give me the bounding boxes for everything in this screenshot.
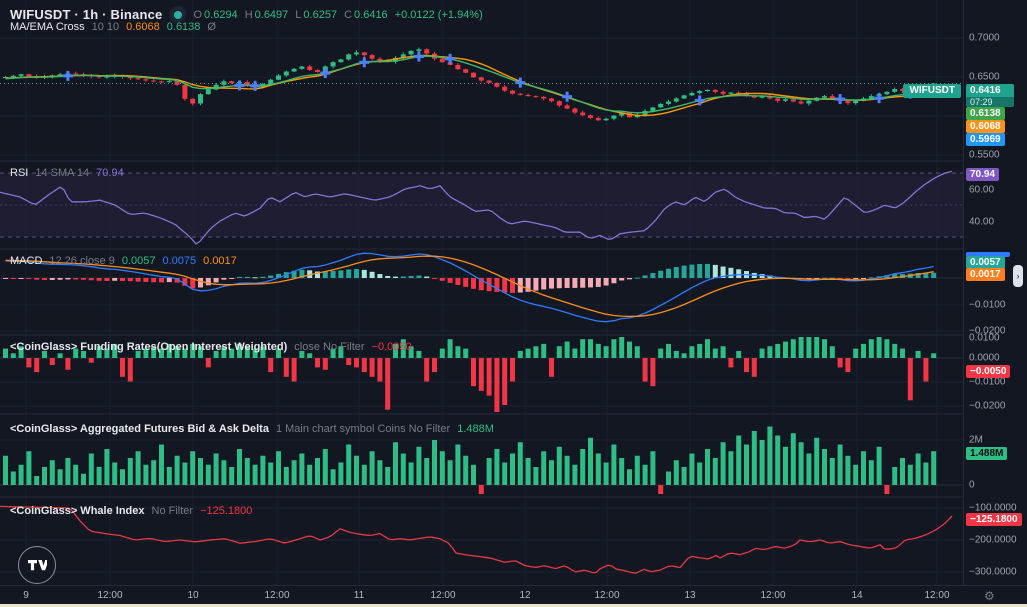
scale-badge: 0.5969 [966, 133, 1005, 146]
time-label: 12:00 [924, 590, 950, 601]
chart-canvas[interactable] [0, 0, 963, 585]
indicator-header-segment: <CoinGlass> Funding Rates(Open Interest … [10, 341, 288, 353]
time-label: 14 [851, 590, 863, 601]
scale-label: 2M [969, 434, 983, 446]
time-label: 12 [519, 590, 531, 601]
scale-badge: 0.6068 [966, 120, 1005, 133]
indicator-header-ma[interactable]: MA/EMA Cross 10 10 0.6068 0.6138 Ø [10, 21, 216, 33]
time-label: 12:00 [760, 590, 786, 601]
scale-badge: 0.6138 [966, 107, 1005, 120]
indicator-header-rsi[interactable]: RSI 14 SMA 14 70.94 [10, 167, 124, 179]
indicator-header-segment: 0.6068 [126, 21, 160, 33]
scale-badge: −0.0050 [966, 365, 1011, 378]
axis-settings-gear-icon[interactable]: ⚙ [984, 589, 995, 603]
time-label: 12:00 [97, 590, 123, 601]
time-label: 10 [187, 590, 199, 601]
indicator-header-segment: 0.0017 [203, 255, 237, 267]
scale-label: −0.0100 [969, 299, 1006, 311]
ohlc-close: C 0.6416 [344, 8, 388, 21]
ohlc-high: H 0.6497 [244, 8, 289, 21]
tradingview-logo[interactable] [18, 546, 56, 584]
indicator-header-segment: MACD [10, 255, 43, 267]
indicator-header-segment: Ø [207, 21, 216, 33]
indicator-header-delta[interactable]: <CoinGlass> Aggregated Futures Bid & Ask… [10, 423, 494, 435]
scale-badge: 1.488M [966, 447, 1008, 460]
symbol-header[interactable]: WIFUSDT · 1h · Binance O 0.6294 H 0.6497 L… [10, 6, 483, 23]
time-label: 12:00 [264, 590, 290, 601]
time-label: 12:00 [430, 590, 456, 601]
bar-countdown: 07:29 [966, 97, 1014, 107]
scale-badge: 0.0017 [966, 268, 1005, 281]
indicator-header-segment: <CoinGlass> Aggregated Futures Bid & Ask… [10, 423, 269, 435]
indicator-header-segment: 1 Main chart symbol Coins No Filter [275, 423, 451, 435]
indicator-header-segment: 0.0075 [162, 255, 197, 267]
indicator-header-segment: MA/EMA Cross [10, 21, 85, 33]
price-scale[interactable]: 0.6416 07:29 0.7000 0.6500 0.5500 60.00 40.0… [963, 0, 1027, 585]
status-dot [173, 10, 182, 19]
scale-label: 0.0000 [969, 352, 1000, 364]
scale-badge: 70.94 [966, 168, 1000, 181]
scale-badge: −125.1800 [966, 513, 1022, 526]
indicator-header-segment: 70.94 [96, 167, 124, 179]
scale-label: −0.0100 [969, 376, 1006, 388]
time-label: 11 [353, 590, 365, 601]
scale-label: −0.0200 [969, 325, 1006, 337]
scale-label: −0.0200 [969, 400, 1006, 412]
scale-label: 0.5500 [969, 149, 1000, 161]
scale-label: 0.0100 [969, 332, 1000, 344]
scale-label: 40.00 [969, 216, 995, 228]
scale-collapse-button[interactable]: › [1013, 265, 1023, 287]
scale-label: 60.00 [969, 184, 995, 196]
scale-label: −200.0000 [969, 534, 1017, 546]
indicator-header-whale[interactable]: <CoinGlass> Whale Index No Filter −125.180… [10, 505, 252, 517]
indicator-header-segment: 10 10 [91, 21, 120, 33]
indicator-header-segment: −0.0050 [371, 341, 412, 353]
market-status-icon[interactable] [169, 6, 187, 23]
scale-badge: 0.0057 [966, 256, 1005, 269]
indicator-header-segment: 12 26 close 9 [49, 255, 115, 267]
indicator-header-segment: close No Filter [294, 341, 365, 353]
time-label: 13 [684, 590, 696, 601]
scale-label: −300.0000 [969, 566, 1017, 578]
price-change: +0.0122 (+1.94%) [394, 8, 483, 21]
indicator-header-segment: −125.1800 [200, 505, 253, 517]
scale-label: 0.6500 [969, 71, 1000, 83]
scale-label: 0 [969, 479, 975, 491]
indicator-header-segment: 0.0057 [121, 255, 156, 267]
indicator-header-segment: 14 SMA 14 [35, 167, 90, 179]
indicator-header-segment: RSI [10, 167, 29, 179]
indicator-header-funding[interactable]: <CoinGlass> Funding Rates(Open Interest … [10, 341, 412, 353]
ohlc-open: O 0.6294 [193, 8, 238, 21]
indicator-header-segment: <CoinGlass> Whale Index [10, 505, 145, 517]
window-edge [0, 604, 1027, 607]
last-price: 0.6416 [970, 85, 1001, 96]
indicator-header-segment: 0.6138 [166, 21, 201, 33]
time-label: 12:00 [594, 590, 620, 601]
symbol-title[interactable]: WIFUSDT · 1h · Binance [10, 7, 163, 22]
scale-badge [966, 252, 1010, 257]
indicator-header-macd[interactable]: MACD 12 26 close 9 0.0057 0.0075 0.0017 [10, 255, 237, 267]
symbol-price-tag: WIFUSDT [903, 84, 961, 98]
ohlc-low: L 0.6257 [295, 8, 338, 21]
tv-logo-glyph [28, 559, 47, 570]
time-label: 9 [23, 590, 29, 601]
last-price-badge: 0.6416 07:29 [966, 84, 1014, 107]
indicator-header-segment: No Filter [151, 505, 194, 517]
time-axis[interactable]: 9 12:00 10 12:00 11 12:00 12 12:00 13 12:00 14 12:0… [0, 585, 1027, 605]
scale-label: 0.7000 [969, 32, 1000, 44]
scale-label: −100.0000 [969, 502, 1017, 514]
indicator-header-segment: 1.488M [457, 423, 494, 435]
